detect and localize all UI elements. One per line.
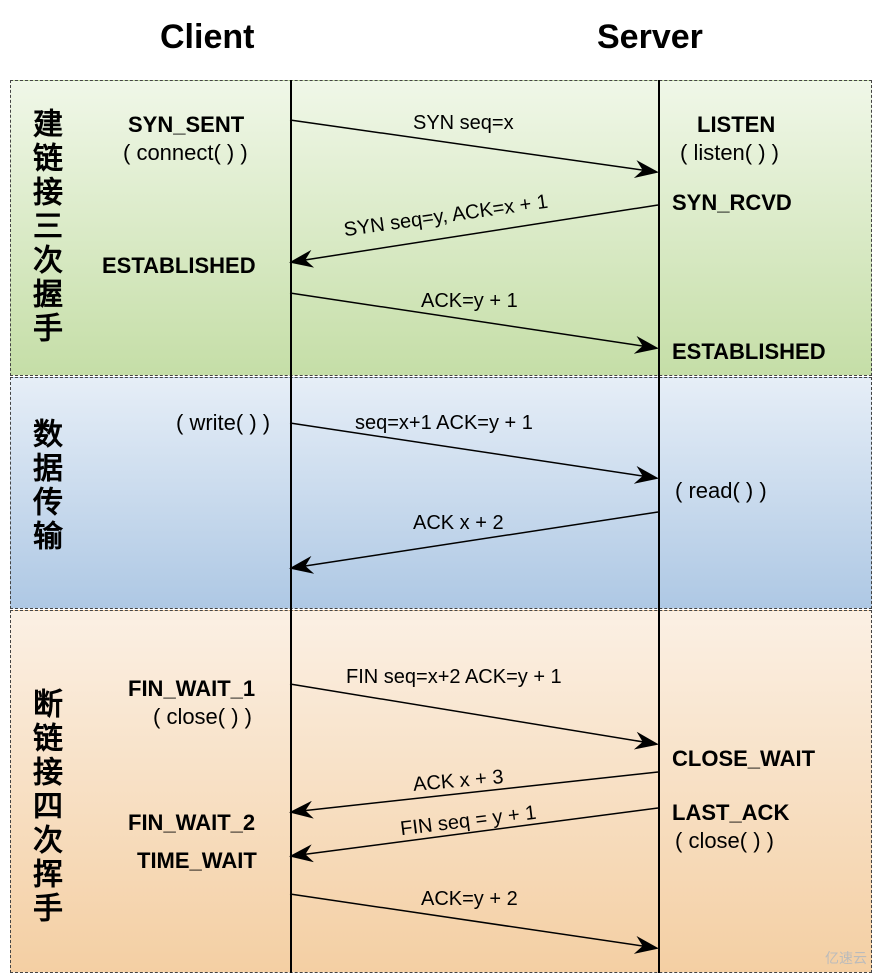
func-close-client: ( close( ) ) xyxy=(153,704,252,730)
state-established-server: ESTABLISHED xyxy=(672,339,826,365)
timeline-server xyxy=(658,80,660,973)
state-established-client: ESTABLISHED xyxy=(102,253,256,279)
state-fin-wait-1: FIN_WAIT_1 xyxy=(128,676,255,702)
msg-ack1: ACK=y + 1 xyxy=(421,290,518,313)
header-server: Server xyxy=(597,18,703,57)
func-read: ( read( ) ) xyxy=(675,478,767,504)
section-label-handshake: 建链接三次握手 xyxy=(22,108,66,346)
state-syn-sent: SYN_SENT xyxy=(128,112,244,138)
msg-ack2: ACK x + 2 xyxy=(413,512,504,535)
msg-syn: SYN seq=x xyxy=(413,112,514,135)
msg-fin1: FIN seq=x+2 ACK=y + 1 xyxy=(346,666,562,689)
state-fin-wait-2: FIN_WAIT_2 xyxy=(128,810,255,836)
timeline-client xyxy=(290,80,292,973)
state-close-wait: CLOSE_WAIT xyxy=(672,746,815,772)
msg-data: seq=x+1 ACK=y + 1 xyxy=(355,412,533,435)
section-label-datatransfer: 数据传输 xyxy=(22,418,66,554)
func-write: ( write( ) ) xyxy=(176,410,270,436)
header-client: Client xyxy=(160,18,254,57)
state-listen: LISTEN xyxy=(697,112,775,138)
watermark: 亿速云 xyxy=(825,948,867,968)
state-time-wait: TIME_WAIT xyxy=(137,848,257,874)
func-connect: ( connect( ) ) xyxy=(123,140,248,166)
state-last-ack: LAST_ACK xyxy=(672,800,789,826)
tcp-sequence-diagram: Client Server 建链接三次握手 数据传输 断链接四次挥手 SYN_S… xyxy=(0,0,875,976)
func-close-server: ( close( ) ) xyxy=(675,828,774,854)
msg-ack4: ACK=y + 2 xyxy=(421,888,518,911)
section-label-teardown: 断链接四次挥手 xyxy=(22,688,66,926)
state-syn-rcvd: SYN_RCVD xyxy=(672,190,792,216)
func-listen: ( listen( ) ) xyxy=(680,140,779,166)
